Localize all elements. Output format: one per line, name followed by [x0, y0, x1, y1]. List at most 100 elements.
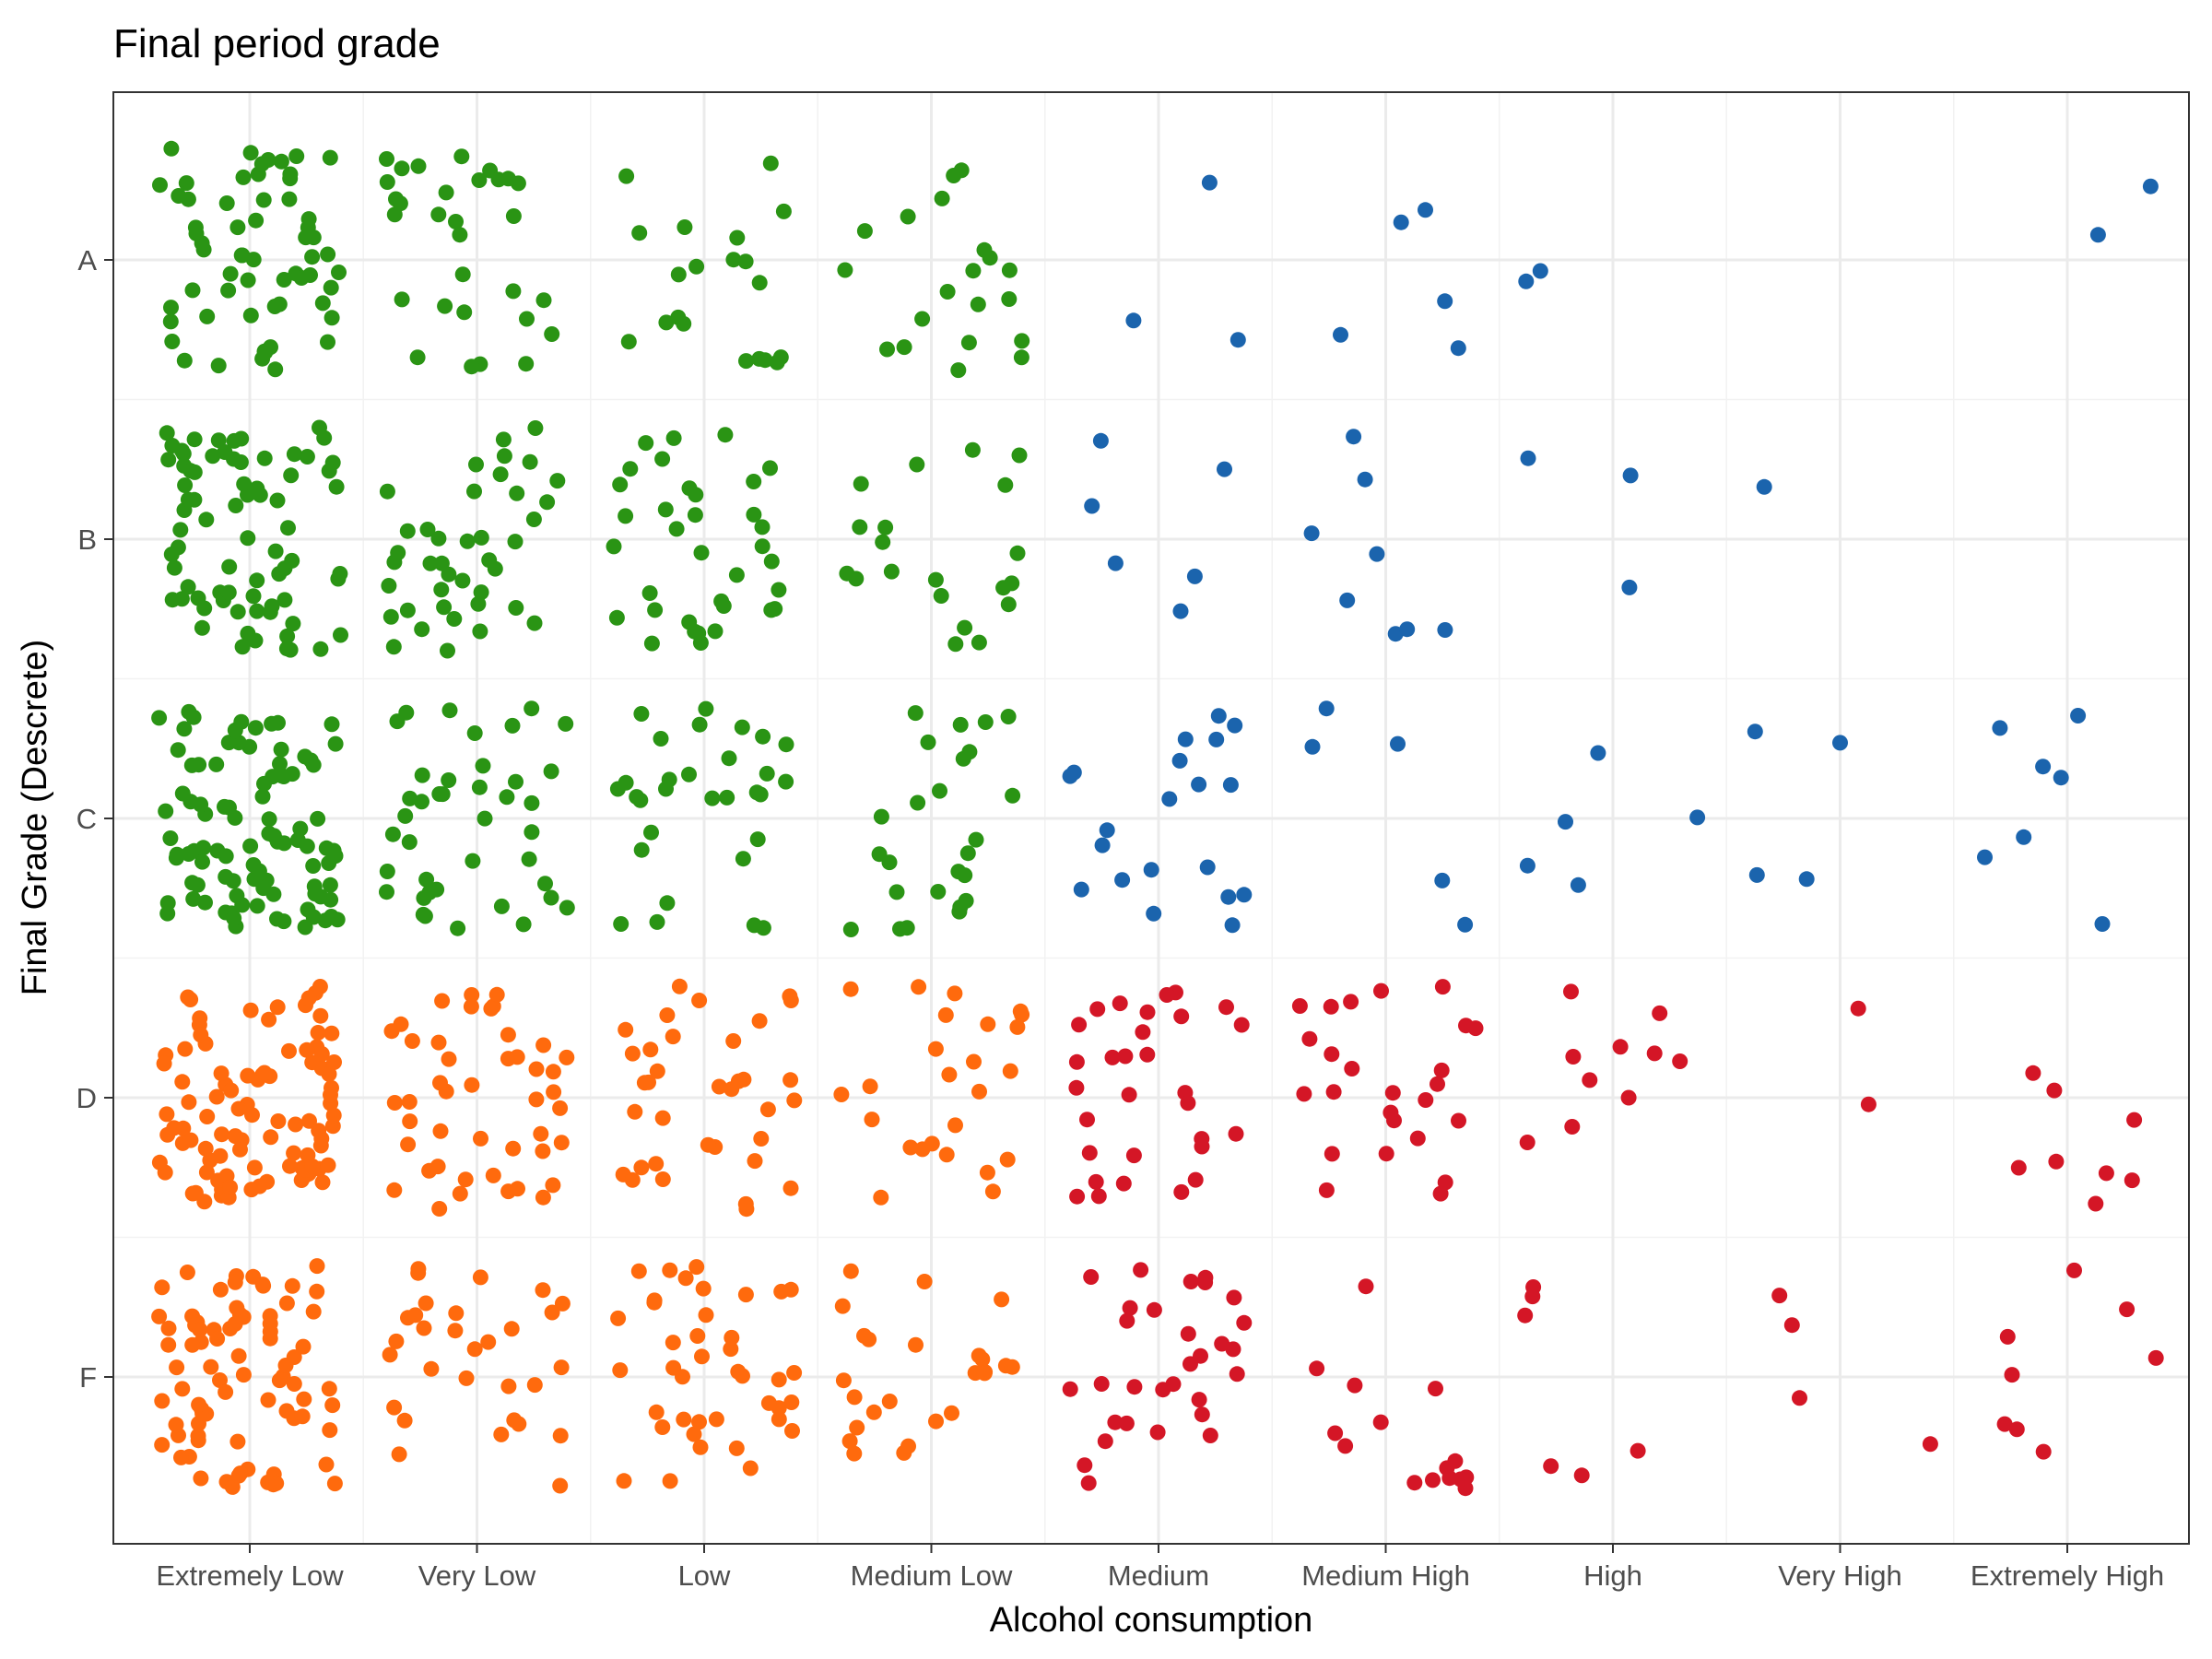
data-point — [947, 636, 964, 653]
data-point — [631, 225, 648, 241]
data-point — [180, 191, 196, 207]
data-point — [1518, 273, 1535, 289]
data-point — [228, 498, 244, 513]
data-point — [466, 1341, 483, 1358]
data-point — [441, 1051, 457, 1067]
chart-title: Final period grade — [113, 21, 441, 66]
data-point — [283, 467, 300, 484]
data-point — [193, 1470, 209, 1487]
data-point — [473, 584, 489, 601]
data-point — [281, 191, 298, 207]
data-point — [1323, 998, 1339, 1015]
data-point — [624, 1045, 641, 1062]
data-point — [253, 156, 270, 172]
data-point — [432, 1075, 448, 1091]
data-point — [737, 1287, 754, 1303]
data-point — [264, 715, 280, 732]
data-point — [1748, 866, 1765, 883]
y-tick-label: A — [77, 244, 97, 276]
data-point — [687, 507, 703, 524]
data-point — [1001, 262, 1018, 278]
data-point — [971, 634, 987, 651]
data-point — [786, 1365, 803, 1381]
data-point — [771, 1371, 787, 1388]
data-point — [493, 1426, 510, 1442]
data-point — [458, 1370, 475, 1386]
data-point — [473, 1130, 488, 1147]
data-point — [528, 1091, 545, 1108]
data-point — [723, 1341, 739, 1358]
data-point — [1590, 745, 1606, 761]
data-point — [1233, 1017, 1250, 1033]
data-point — [437, 298, 453, 314]
data-point — [751, 275, 768, 291]
data-point — [182, 463, 199, 479]
data-point — [1382, 1104, 1399, 1121]
data-point — [182, 1132, 199, 1148]
data-point — [695, 1280, 712, 1297]
data-point — [282, 171, 299, 187]
data-point — [618, 774, 634, 791]
data-point — [762, 460, 778, 477]
data-point — [499, 789, 515, 806]
data-point — [326, 1054, 342, 1070]
data-point — [180, 579, 196, 595]
data-point — [422, 555, 439, 571]
data-point — [997, 477, 1014, 493]
data-point — [249, 603, 265, 619]
data-point — [164, 438, 181, 453]
data-point — [1092, 432, 1109, 449]
data-point — [1437, 622, 1453, 638]
data-point — [256, 1065, 273, 1081]
data-point — [465, 853, 481, 869]
data-point — [240, 530, 256, 547]
data-point — [220, 735, 237, 751]
data-point — [310, 810, 326, 827]
data-point — [383, 1023, 400, 1040]
data-point — [240, 272, 256, 288]
data-point — [229, 1433, 246, 1450]
data-point — [248, 212, 265, 229]
data-point — [535, 1143, 551, 1159]
data-point — [691, 993, 708, 1008]
data-point — [1357, 471, 1373, 488]
data-point — [159, 895, 176, 912]
data-point — [1199, 859, 1216, 876]
data-point — [1343, 994, 1359, 1010]
data-point — [280, 520, 296, 536]
data-point — [2008, 1421, 2025, 1438]
data-point — [402, 1113, 418, 1130]
data-point — [1083, 1269, 1100, 1285]
data-point — [508, 600, 524, 616]
data-point — [320, 246, 336, 263]
data-point — [1180, 1095, 1196, 1112]
data-point — [1612, 1039, 1629, 1055]
data-point — [659, 1007, 676, 1023]
data-point — [220, 282, 237, 299]
data-point — [269, 999, 286, 1016]
data-point — [737, 253, 754, 270]
y-tick-label: F — [79, 1361, 97, 1394]
data-point — [559, 900, 575, 916]
data-point — [671, 978, 688, 994]
data-point — [2046, 1082, 2063, 1099]
data-point — [163, 140, 180, 157]
y-tick-label: B — [77, 524, 97, 556]
data-point — [217, 798, 232, 815]
data-point — [214, 1126, 230, 1143]
data-point — [927, 571, 944, 588]
data-point — [1081, 1145, 1098, 1161]
data-point — [1434, 979, 1451, 995]
data-point — [881, 854, 898, 871]
data-point — [453, 148, 470, 165]
data-point — [164, 334, 181, 349]
data-point — [191, 1396, 207, 1413]
data-point — [242, 838, 259, 854]
data-point — [688, 258, 705, 275]
data-point — [1099, 822, 1115, 839]
data-point — [1220, 888, 1237, 905]
data-point — [707, 623, 724, 640]
data-point — [944, 1405, 959, 1421]
data-point — [399, 523, 416, 539]
data-point — [2124, 1172, 2140, 1189]
